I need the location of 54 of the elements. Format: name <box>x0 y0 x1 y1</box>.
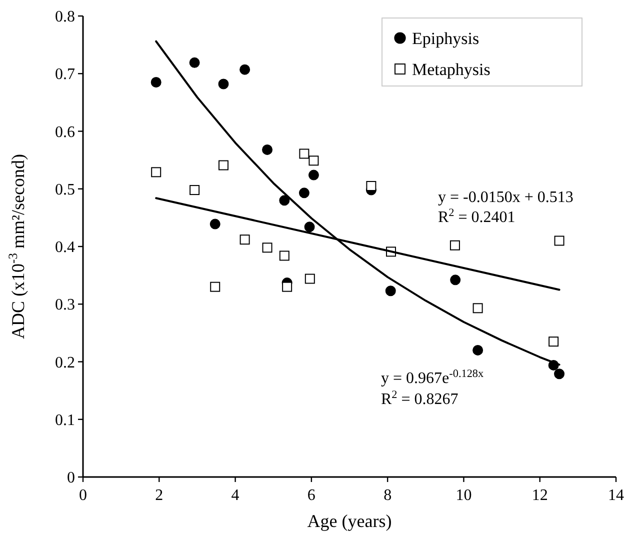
x-tick-label: 8 <box>384 487 392 504</box>
point <box>554 368 565 380</box>
point <box>308 156 319 166</box>
x-tick-label: 0 <box>79 487 87 504</box>
point <box>210 218 220 230</box>
point <box>218 160 228 170</box>
y-tick-label: 0.1 <box>55 412 75 429</box>
point <box>150 77 162 88</box>
point <box>282 282 292 292</box>
annotation: R$^{2}$ = 0.2401 <box>438 207 516 226</box>
x-tick-label: 6 <box>307 487 316 504</box>
point <box>240 64 250 75</box>
point <box>308 170 319 180</box>
annotation: y = -0.0150x + 0.513 <box>438 189 574 206</box>
point <box>450 274 461 286</box>
x-tick-label: 14 <box>608 487 624 504</box>
x-tick-label: 4 <box>231 487 240 504</box>
point <box>240 234 250 245</box>
point <box>304 274 315 284</box>
annotation: R$^{2}$ = 0.8267 <box>381 389 458 408</box>
point <box>189 57 200 68</box>
x-axis-title: Age (years) <box>307 511 392 531</box>
point <box>450 240 460 250</box>
legend-label: Epiphysis <box>412 28 480 48</box>
point <box>279 250 290 261</box>
y-tick-label: 0.5 <box>55 181 75 198</box>
point <box>472 344 484 356</box>
y-tick-label: 0.2 <box>55 354 75 372</box>
y-tick-label: 0 <box>67 470 75 487</box>
point <box>299 148 310 159</box>
point <box>190 185 200 196</box>
point <box>279 195 290 206</box>
y-tick-label: 0.3 <box>55 296 75 314</box>
y-tick-label: 0.4 <box>55 239 75 256</box>
point <box>298 188 310 198</box>
x-tick-label: 2 <box>155 487 164 504</box>
point <box>262 144 273 155</box>
x-tick-label: 12 <box>532 487 548 504</box>
point <box>218 78 229 90</box>
annotation: y = 0.967e$^{-0.128x}$ <box>381 368 484 387</box>
legend-label: Metaphysis <box>412 60 490 79</box>
y-tick-label: 0.8 <box>55 8 75 26</box>
y-tick-label: 0.6 <box>55 124 75 141</box>
point <box>548 336 559 347</box>
x-tick-label: 10 <box>456 487 472 504</box>
point <box>385 286 396 296</box>
point <box>151 167 162 178</box>
point <box>304 222 315 232</box>
point <box>366 180 376 191</box>
point <box>472 303 483 314</box>
y-tick-label: 0.7 <box>55 66 75 84</box>
point <box>554 236 564 246</box>
point <box>262 242 272 253</box>
point <box>210 282 220 292</box>
